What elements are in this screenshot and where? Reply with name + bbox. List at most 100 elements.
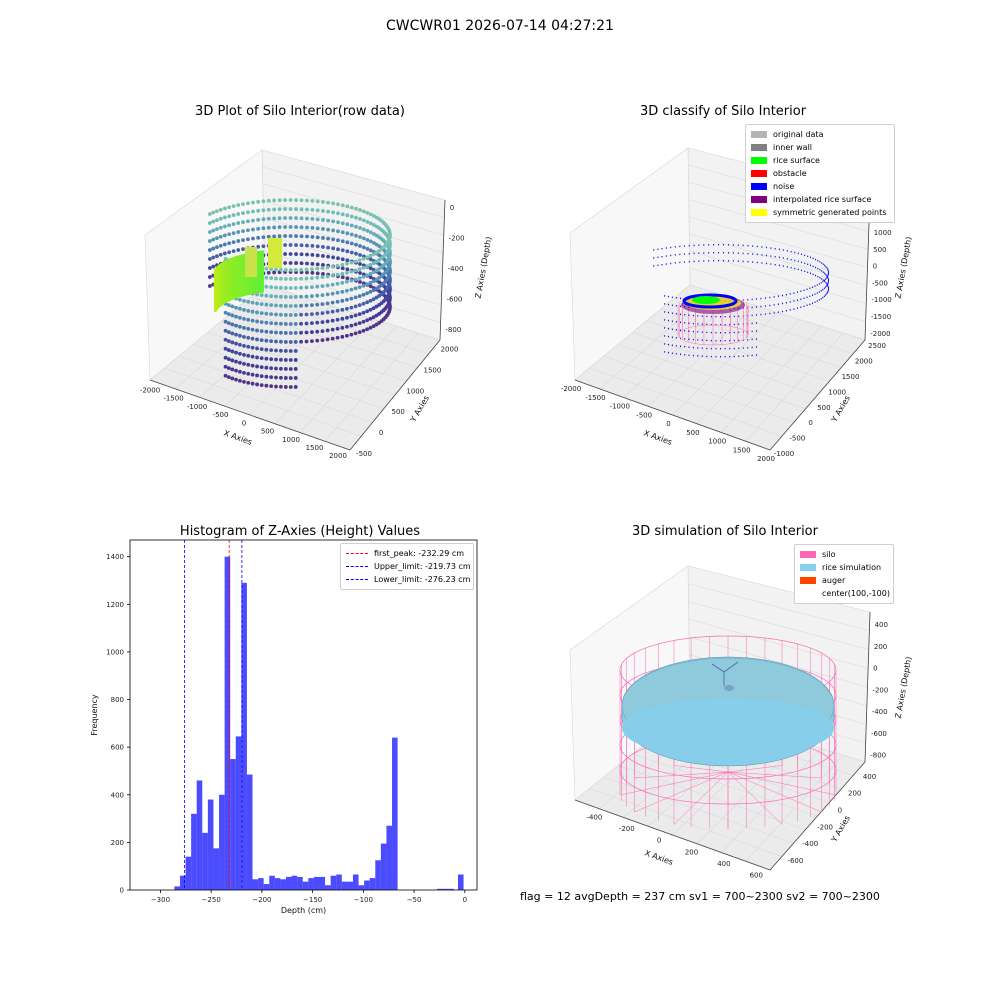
- p4-x-tick-label: 0: [657, 837, 661, 845]
- p2-legend-label: original data: [773, 130, 824, 139]
- p4-x-tick-label: 600: [750, 872, 763, 880]
- p2-legend-swatch: [751, 170, 767, 177]
- status-line: flag = 12 avgDepth = 237 cm sv1 = 700~23…: [520, 890, 880, 903]
- p2-noise-points: [653, 244, 829, 358]
- p1-z-axis-line: [439, 199, 446, 341]
- p2-x-tick-label: 2000: [757, 455, 775, 463]
- histogram-bar: [341, 881, 348, 890]
- p4-x-tick-label: -400: [586, 813, 602, 821]
- p1-x-tick-label: 0: [242, 419, 246, 427]
- p1-x-tick-label: -1500: [163, 395, 183, 403]
- p2-legend-item: symmetric generated points: [751, 206, 889, 219]
- p2-z-tick-label: -2000: [870, 330, 890, 338]
- histogram-bar: [246, 774, 253, 890]
- histogram-legend-label: first_peak: -232.29 cm: [374, 549, 465, 558]
- p1-y-axis-line: [349, 339, 441, 451]
- p4-legend-item: auger: [800, 574, 888, 587]
- histogram-bar: [369, 878, 376, 890]
- p2-y-tick-label: 0: [808, 419, 812, 427]
- histogram-y-tick-label: 800: [111, 696, 124, 704]
- p1-x-tick-label: 500: [261, 428, 274, 436]
- p4-legend-swatch: [800, 551, 816, 558]
- p2-legend-swatch: [751, 183, 767, 190]
- histogram-legend-item: Lower_limit: -276.23 cm: [346, 573, 470, 586]
- histogram-bar: [364, 880, 370, 890]
- p1-x-tick-label: 2000: [329, 452, 347, 460]
- histogram-legend-line: [346, 579, 368, 580]
- histogram-bar: [191, 813, 197, 890]
- p4-z-tick-label: -400: [872, 708, 888, 716]
- histogram-y-tick-label: 1200: [106, 601, 124, 609]
- histogram-bar: [258, 878, 264, 890]
- p1-z-tick-label: -800: [445, 326, 461, 334]
- p2-x-tick-label: 1500: [733, 446, 751, 454]
- p4-legend-swatch: [800, 564, 816, 571]
- p2-legend-item: inner wall: [751, 141, 889, 154]
- p4-y-tick-label: 200: [848, 790, 861, 798]
- histogram-bar: [196, 780, 203, 890]
- p4-z-tick-label: 200: [874, 643, 887, 651]
- histogram-bar: [325, 885, 331, 890]
- p2-y-axis-line: [769, 339, 866, 451]
- histogram-bar: [263, 884, 270, 890]
- p4-x-tick-label: 400: [717, 860, 730, 868]
- p4-z-tick-label: -800: [870, 752, 886, 760]
- p1-z-tick-label: 0: [450, 204, 454, 212]
- histogram-legend: first_peak: -232.29 cm Upper_limit: -219.…: [340, 543, 474, 590]
- p4-x-axis-label: X Axies: [643, 848, 674, 867]
- histogram-bar: [330, 875, 337, 890]
- histogram-y-tick-label: 600: [111, 744, 124, 752]
- histogram-bar: [352, 874, 359, 890]
- p1-z-tick-label: -400: [448, 265, 464, 273]
- p2-legend-label: rice surface: [773, 156, 820, 165]
- p2-legend-item: original data: [751, 128, 889, 141]
- histogram-y-tick-label: 1400: [106, 553, 124, 561]
- histogram-bar: [224, 556, 231, 890]
- p4-y-tick-label: -200: [817, 823, 833, 831]
- histogram-bar: [291, 875, 298, 890]
- histogram-title: Histogram of Z-Axies (Height) Values: [179, 524, 421, 539]
- histogram-bar: [347, 881, 353, 890]
- p1-y-tick-label: 500: [392, 408, 405, 416]
- histogram-x-tick-label: −300: [151, 896, 170, 904]
- histogram-bar: [386, 825, 393, 890]
- histogram-bar: [437, 888, 443, 890]
- p4-legend-item: center(100,-100): [800, 587, 890, 600]
- p1-y-tick-label: 1000: [406, 387, 424, 395]
- histogram-bar: [336, 874, 342, 890]
- histogram-bar: [252, 879, 259, 890]
- histogram-y-tick-label: 200: [111, 839, 124, 847]
- p2-legend-item: rice surface: [751, 154, 889, 167]
- p2-legend-item: noise: [751, 180, 889, 193]
- histogram-y-tick-label: 400: [111, 791, 124, 799]
- p2-x-tick-label: 500: [686, 429, 699, 437]
- p2-legend-label: obstacle: [773, 169, 807, 178]
- p4-x-axis-line: [574, 799, 771, 871]
- p2-x-axis-line: [574, 379, 771, 451]
- histogram-bar: [308, 878, 314, 890]
- p4-rice-simulation: [621, 656, 835, 767]
- histogram-frame: [129, 539, 478, 891]
- p4-legend-label: auger: [822, 576, 846, 585]
- p2-legend-swatch: [751, 209, 767, 216]
- p2-axes: -2000-1500-1000-5000500100015002000-1000…: [561, 147, 913, 463]
- histogram-x-tick-label: −200: [252, 896, 271, 904]
- p1-x-tick-label: 1500: [306, 444, 324, 452]
- histogram-bar: [269, 875, 275, 890]
- histogram-x-tick-label: −150: [303, 896, 322, 904]
- p1-z-tick-label: -200: [449, 234, 465, 242]
- p2-x-tick-label: -2000: [561, 385, 581, 393]
- p4-legend-item: silo: [800, 548, 888, 561]
- histogram-bar: [179, 875, 186, 890]
- histogram-bar: [457, 874, 464, 890]
- p1-x-tick-label: -2000: [140, 386, 160, 394]
- p2-z-tick-label: 500: [873, 246, 886, 254]
- p2-x-tick-label: -500: [636, 411, 652, 419]
- p4-legend-swatch: [800, 577, 816, 584]
- p2-z-tick-label: 0: [873, 263, 877, 271]
- p4-y-tick-label: -600: [787, 857, 803, 865]
- p4-z-tick-label: -600: [871, 730, 887, 738]
- histogram-bar: [448, 888, 454, 890]
